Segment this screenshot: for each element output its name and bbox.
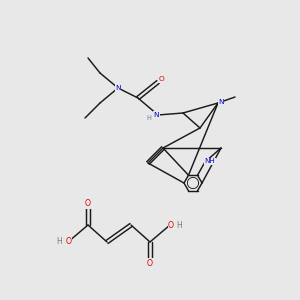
Text: O: O xyxy=(66,238,72,247)
Text: H: H xyxy=(57,238,62,247)
Text: O: O xyxy=(147,259,153,268)
Text: H: H xyxy=(147,115,152,121)
Text: N: N xyxy=(218,99,224,105)
Text: O: O xyxy=(159,76,164,82)
Text: N: N xyxy=(154,112,159,118)
Text: O: O xyxy=(85,200,91,208)
Text: O: O xyxy=(168,220,174,230)
Text: H: H xyxy=(176,220,182,230)
Text: N: N xyxy=(115,85,121,91)
Text: NH: NH xyxy=(204,158,215,164)
